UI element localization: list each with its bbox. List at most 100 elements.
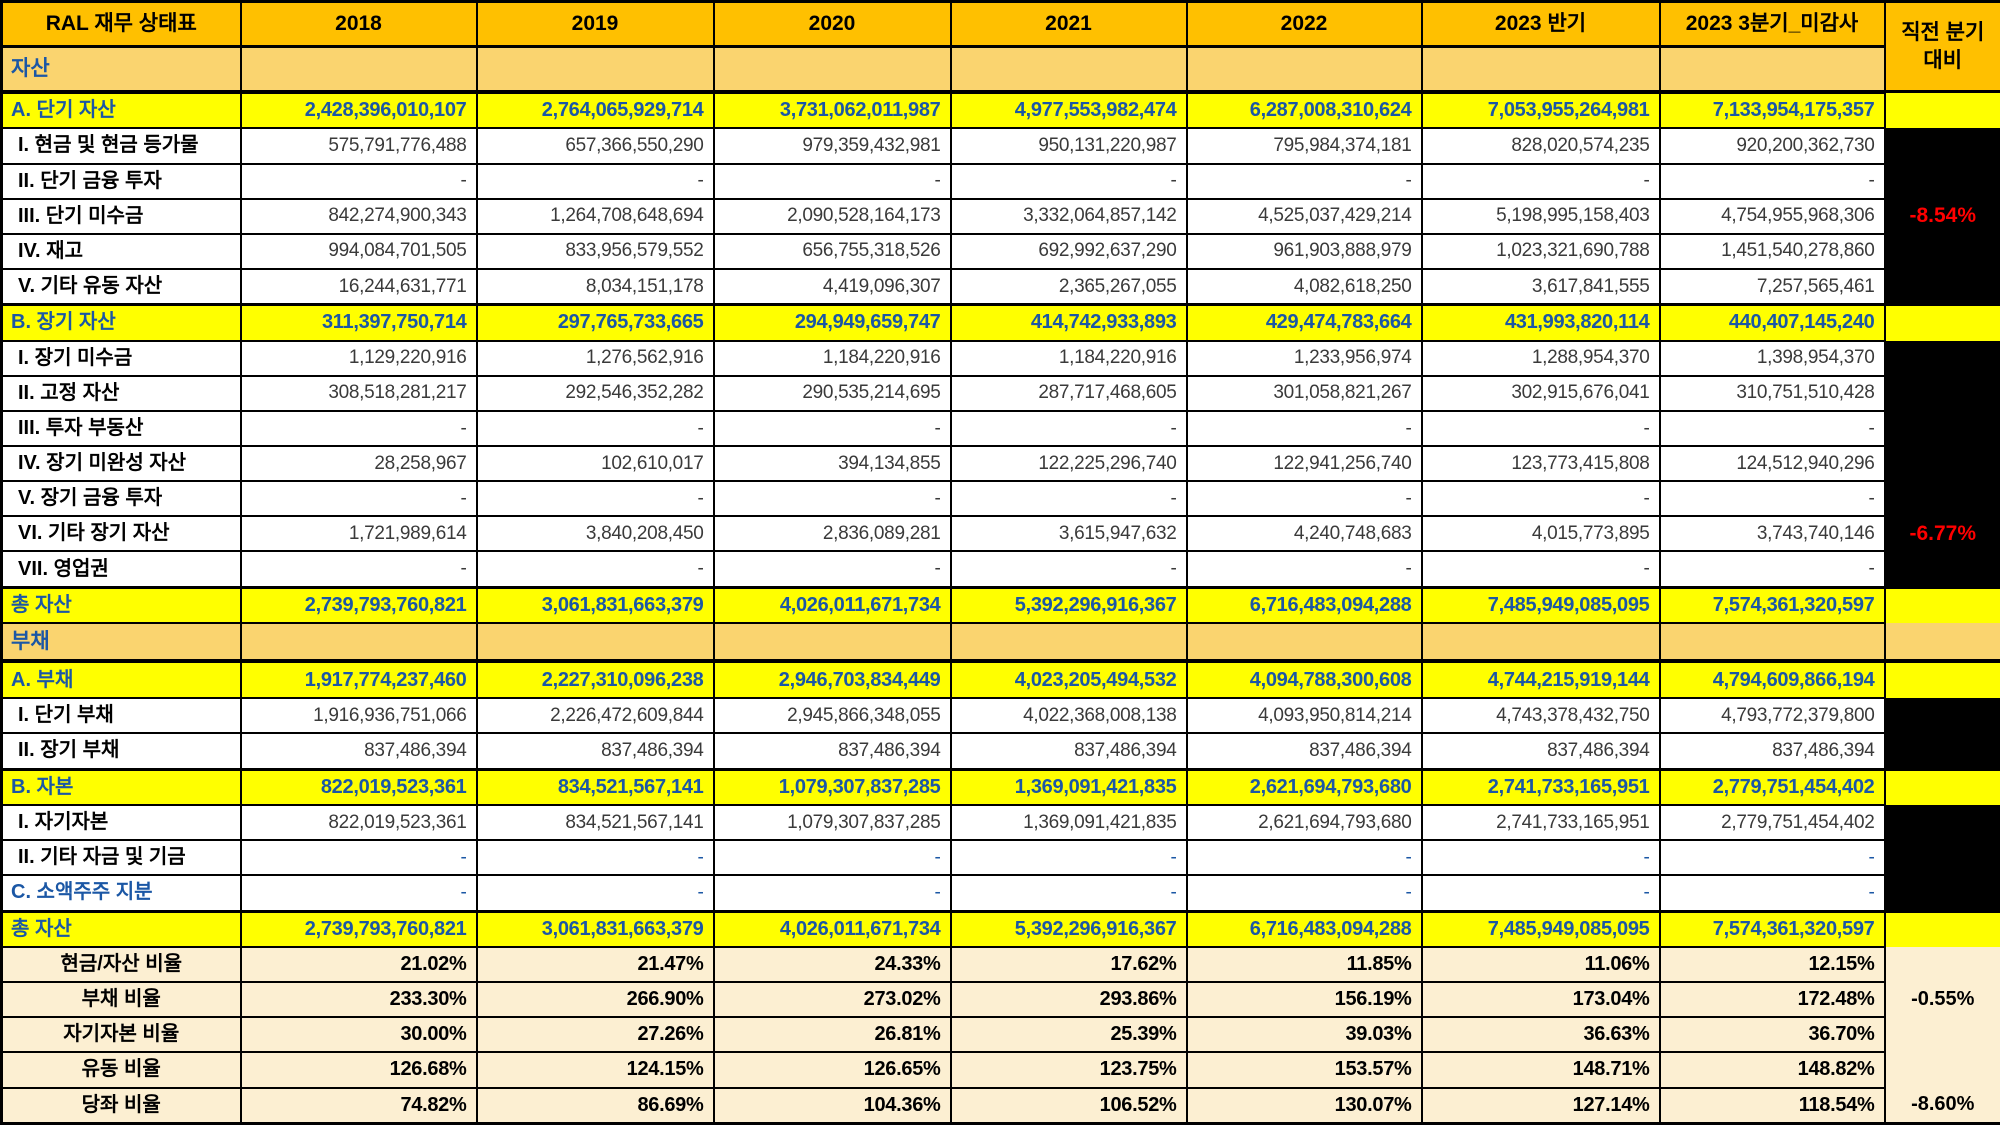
year-header-2021: 2021 <box>949 0 1188 48</box>
delta-cell-empty <box>1884 268 2000 305</box>
cell-value: - <box>1420 550 1661 589</box>
year-header-2023-q3: 2023 3분기_미감사 <box>1658 0 1886 48</box>
cell-value <box>1658 45 1886 94</box>
cell-value: 6,716,483,094,288 <box>1185 909 1423 949</box>
table-row: I. 장기 미수금 1,129,220,916 1,276,562,916 1,184… <box>0 339 2000 377</box>
cell-value: 8,034,151,178 <box>475 267 715 306</box>
cell-value: 1,276,562,916 <box>475 339 715 377</box>
cell-value: - <box>712 839 952 877</box>
cell-value: 24.33% <box>712 946 952 984</box>
cell-value: 3,743,740,146 <box>1658 515 1886 553</box>
cell-value: - <box>949 480 1188 518</box>
row-label: II. 기타 자금 및 기금 <box>0 839 242 877</box>
cell-value: 837,486,394 <box>1420 732 1661 771</box>
cell-value: 656,755,318,526 <box>712 232 952 270</box>
cell-value: 837,486,394 <box>239 732 478 771</box>
year-header-2019: 2019 <box>475 0 715 48</box>
cell-value: 1,129,220,916 <box>239 339 478 377</box>
cell-value: - <box>1658 550 1886 589</box>
delta-cell-empty <box>1884 90 2000 129</box>
row-label: B. 자본 <box>0 767 242 806</box>
cell-value: 1,398,954,370 <box>1658 339 1886 377</box>
table-row: 부채 비율 233.30% 266.90% 273.02% 293.86% 156.19%… <box>0 981 2000 1019</box>
cell-value: 273.02% <box>712 981 952 1019</box>
delta-cell-empty <box>1884 1052 2000 1088</box>
cell-value: 7,485,949,085,095 <box>1420 909 1661 949</box>
cell-value: 7,485,949,085,095 <box>1420 585 1661 625</box>
cell-value: 123.75% <box>949 1051 1188 1089</box>
cell-value: 834,521,567,141 <box>475 803 715 842</box>
delta-value: -6.77% <box>1884 516 2000 552</box>
cell-value: 104.36% <box>712 1086 952 1125</box>
cell-value: 287,717,468,605 <box>949 374 1188 412</box>
cell-value: - <box>712 162 952 200</box>
delta-cell-empty <box>1884 875 2000 912</box>
cell-value: 6,716,483,094,288 <box>1185 585 1423 625</box>
cell-value: - <box>1658 480 1886 518</box>
cell-value <box>949 45 1188 94</box>
cell-value: 124,512,940,296 <box>1658 445 1886 483</box>
cell-value <box>712 45 952 94</box>
table-row: A. 단기 자산 2,428,396,010,107 2,764,065,929,7… <box>0 90 2000 130</box>
cell-value: 4,744,215,919,144 <box>1420 659 1661 700</box>
cell-value: - <box>239 409 478 448</box>
cell-value: 692,992,637,290 <box>949 232 1188 270</box>
cell-value <box>1658 622 1886 664</box>
cell-value: 106.52% <box>949 1086 1188 1125</box>
delta-cell-empty <box>1884 410 2000 447</box>
cell-value: 153.57% <box>1185 1051 1423 1089</box>
cell-value: 3,615,947,632 <box>949 515 1188 553</box>
cell-value: 837,486,394 <box>475 732 715 771</box>
cell-value: 2,365,267,055 <box>949 267 1188 306</box>
cell-value: 4,023,205,494,532 <box>949 659 1188 700</box>
table-row: I. 현금 및 현금 등가물 575,791,776,488 657,366,550… <box>0 127 2000 165</box>
cell-value: - <box>712 874 952 913</box>
cell-value: 2,946,703,834,449 <box>712 659 952 700</box>
cell-value: 1,721,989,614 <box>239 515 478 553</box>
cell-value: 126.65% <box>712 1051 952 1089</box>
corner-title: RAL 재무 상태표 <box>0 0 242 48</box>
delta-value: -8.54% <box>1884 198 2000 234</box>
row-label: B. 장기 자산 <box>0 303 242 342</box>
cell-value: 842,274,900,343 <box>239 197 478 235</box>
cell-value: - <box>712 550 952 589</box>
delta-header-line1: 직전 분기 <box>1901 20 1985 44</box>
delta-cell-empty <box>1884 767 2000 805</box>
cell-value: 4,794,609,866,194 <box>1658 659 1886 700</box>
cell-value: 834,521,567,141 <box>475 767 715 806</box>
cell-value: 311,397,750,714 <box>239 303 478 342</box>
table-row: III. 단기 미수금 842,274,900,343 1,264,708,648,… <box>0 197 2000 235</box>
row-label: IV. 재고 <box>0 232 242 270</box>
cell-value: 2,836,089,281 <box>712 515 952 553</box>
cell-value: 2,739,793,760,821 <box>239 909 478 949</box>
cell-value: 4,240,748,683 <box>1185 515 1423 553</box>
cell-value: - <box>239 839 478 877</box>
row-label: III. 단기 미수금 <box>0 197 242 235</box>
table-row: 총 자산 2,739,793,760,821 3,061,831,663,379 4,… <box>0 909 2000 949</box>
cell-value: - <box>1420 839 1661 877</box>
cell-value: 2,779,751,454,402 <box>1658 803 1886 842</box>
table-row: 자산 <box>0 45 2000 94</box>
cell-value <box>475 45 715 94</box>
cell-value: - <box>475 874 715 913</box>
cell-value: 833,956,579,552 <box>475 232 715 270</box>
cell-value: 1,916,936,751,066 <box>239 697 478 735</box>
cell-value: 7,574,361,320,597 <box>1658 909 1886 949</box>
table-row: 당좌 비율 74.82% 86.69% 104.36% 106.52% 130.07% 12… <box>0 1086 2000 1125</box>
cell-value: 27.26% <box>475 1016 715 1054</box>
cell-value: - <box>475 550 715 589</box>
row-label: A. 단기 자산 <box>0 90 242 130</box>
cell-value: 2,090,528,164,173 <box>712 197 952 235</box>
cell-value: 4,015,773,895 <box>1420 515 1661 553</box>
cell-value: - <box>949 550 1188 589</box>
cell-value: 3,061,831,663,379 <box>475 585 715 625</box>
table-row: IV. 재고 994,084,701,505 833,956,579,552 656,… <box>0 232 2000 270</box>
delta-cell-empty <box>1884 947 2000 983</box>
row-label: V. 장기 금융 투자 <box>0 480 242 518</box>
cell-value: 657,366,550,290 <box>475 127 715 165</box>
table-row: VI. 기타 장기 자산 1,721,989,614 3,840,208,450 2,… <box>0 515 2000 553</box>
table-row: I. 단기 부채 1,916,936,751,066 2,226,472,609,8… <box>0 697 2000 735</box>
row-label: VI. 기타 장기 자산 <box>0 515 242 553</box>
cell-value: 39.03% <box>1185 1016 1423 1054</box>
cell-value: 822,019,523,361 <box>239 803 478 842</box>
